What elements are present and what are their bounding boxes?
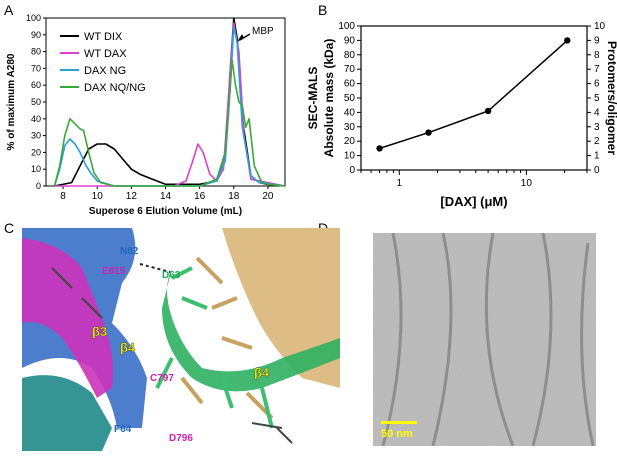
y-tick-label: 80 [31,47,41,57]
panel-label-a: A [4,2,14,18]
legend-label-0: WT DIX [84,31,123,43]
y-tick-label: 60 [344,79,356,90]
legend-label-3: DAX NQ/NG [84,82,146,94]
filaments [381,233,595,446]
tan-sticks [180,256,274,420]
structure-panel-c: N82 E815 D63 β3 β4 C797 β4 F64 D796 [22,228,340,451]
y-tick-label: 90 [31,30,41,40]
y-right-tick-label: 7 [594,64,600,75]
y-tick-label: 90 [344,35,356,46]
y-right-tick-label: 4 [594,107,600,118]
mbp-annotation: MBP [252,26,274,37]
y-tick-label: 30 [344,122,356,133]
x-tick-label: 1 [396,178,402,189]
series-line-3 [53,59,286,187]
x-tick-label: 18 [228,191,240,202]
y-right-tick-label: 6 [594,79,600,90]
label-f64: F64 [114,424,132,435]
y-tick-label: 0 [349,165,355,176]
magenta-ribbon [22,238,114,398]
scale-bar [381,421,417,424]
label-e815: E815 [102,266,126,277]
mbp-arrow-head [237,34,244,42]
y-right-tick-label: 0 [594,165,600,176]
x-tick-label: 8 [60,191,66,202]
y-tick-label: 30 [31,131,41,141]
legend-label-2: DAX NG [84,65,126,77]
label-beta3: β3 [92,324,107,339]
label-c797: C797 [150,373,174,384]
y-tick-label: 50 [31,97,41,107]
y-right-tick-label: 2 [594,136,600,147]
hbond-dashes [139,263,171,273]
y-tick-label: 70 [344,64,356,75]
y-axis-label: % of maximum A280 [6,53,17,150]
data-point [564,37,571,44]
y-tick-label: 80 [344,50,356,61]
y-tick-label: 0 [36,181,41,191]
scale-bar-label: 50 nm [381,428,413,440]
y-right-tick-label: 1 [594,151,600,162]
panel-label-b: B [318,2,328,18]
y-tick-label: 70 [31,63,41,73]
label-d63: D63 [162,270,181,281]
y-tick-label: 10 [31,164,41,174]
data-point [425,129,432,136]
tan-ribbon [222,228,340,388]
x-tick-label: 12 [126,191,138,202]
y-tick-label: 50 [344,93,356,104]
x-axis-label: Superose 6 Elution Volume (mL) [89,206,242,217]
y-axis-label-line1: SEC-MALS [306,67,320,130]
green-sticks [155,266,274,429]
y-right-tick-label: 3 [594,122,600,133]
x-tick-label: 20 [262,191,274,202]
y-tick-label: 40 [31,114,41,124]
y-tick-label: 40 [344,107,356,118]
label-d796: D796 [169,433,193,444]
y-tick-label: 100 [26,13,41,23]
label-beta4-right: β4 [254,365,270,380]
panel-label-c: C [4,220,15,236]
green-ribbon [162,268,340,392]
series-line-0 [54,17,286,187]
y-right-tick-label: 8 [594,50,600,61]
y-tick-label: 20 [344,136,356,147]
dark-sticks [51,267,293,444]
y-tick-label: 20 [31,147,41,157]
x-tick-label: 14 [160,191,172,202]
x-tick-label: 10 [92,191,104,202]
label-beta4-left: β4 [120,340,136,355]
series-line [379,39,568,150]
y-tick-label: 10 [344,151,356,162]
y-right-tick-label: 9 [594,35,600,46]
y-right-axis-label: Protomers/oligomer [605,41,617,155]
y-right-tick-label: 5 [594,93,600,104]
data-point [484,107,492,115]
label-n82: N82 [120,246,139,257]
chart-b-sec-mals: 1 100102030405060708090100012345678910[DA… [306,21,617,209]
x-tick-label: 10 [521,178,533,189]
y-right-tick-label: 10 [594,21,606,32]
chart-a-elution: 8 10 12 14 16 18 20 0 10 20 30 40 50 60 70 80 90 100 Super… [6,13,286,217]
y-axis-label-line2: Absolute mass (kDa) [322,39,336,158]
plot-frame [360,25,588,171]
y-tick-label: 60 [31,80,41,90]
legend-label-1: WT DAX [84,48,127,60]
teal-ribbon [22,375,112,451]
x-axis-label: [DAX] (μM) [440,194,507,209]
data-point [376,145,383,152]
x-tick-label: 16 [194,191,206,202]
micrograph-panel-d: 50 nm [373,233,596,446]
y-tick-label: 100 [338,21,355,32]
